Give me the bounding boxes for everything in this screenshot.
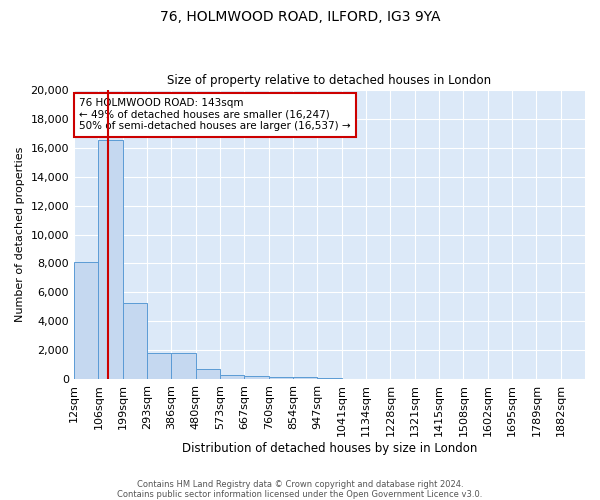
X-axis label: Distribution of detached houses by size in London: Distribution of detached houses by size … [182,442,477,455]
Title: Size of property relative to detached houses in London: Size of property relative to detached ho… [167,74,491,87]
Text: Contains HM Land Registry data © Crown copyright and database right 2024.: Contains HM Land Registry data © Crown c… [137,480,463,489]
Bar [220,375,244,380]
Bar [244,376,269,380]
Bar [98,140,123,380]
Bar [147,352,172,380]
Bar [269,376,293,380]
Text: 76, HOLMWOOD ROAD, ILFORD, IG3 9YA: 76, HOLMWOOD ROAD, ILFORD, IG3 9YA [160,10,440,24]
Bar [293,377,317,380]
Text: Contains public sector information licensed under the Open Government Licence v3: Contains public sector information licen… [118,490,482,499]
Bar [317,378,341,380]
Bar [74,262,98,380]
Text: 76 HOLMWOOD ROAD: 143sqm
← 49% of detached houses are smaller (16,247)
50% of se: 76 HOLMWOOD ROAD: 143sqm ← 49% of detach… [79,98,351,132]
Bar [172,352,196,380]
Y-axis label: Number of detached properties: Number of detached properties [15,147,25,322]
Bar [196,370,220,380]
Bar [123,302,147,380]
